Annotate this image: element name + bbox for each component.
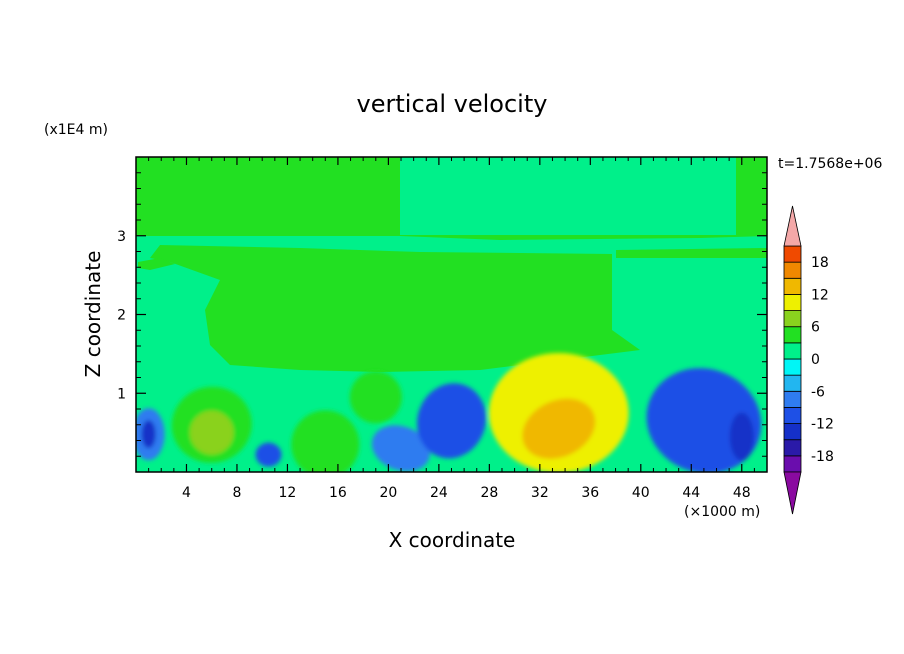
x-unit-label: (×1000 m) (684, 504, 760, 520)
x-tick-label: 4 (182, 485, 191, 501)
region-fill (400, 157, 736, 235)
region-fill (616, 248, 767, 258)
contour-blob (522, 398, 596, 459)
colorbar-swatch (783, 245, 802, 263)
x-tick-label: 28 (480, 485, 498, 501)
x-tick-label: 48 (733, 485, 751, 501)
y-tick-label: 1 (117, 386, 126, 402)
contour-field (136, 157, 767, 472)
colorbar-tick-label: 18 (811, 255, 829, 271)
colorbar-tick-label: 12 (811, 287, 829, 303)
x-axis-label: X coordinate (389, 528, 516, 552)
colorbar-tick-label: 6 (811, 320, 820, 336)
y-ticks: 1 2 3 (117, 172, 767, 457)
colorbar-swatch (783, 342, 802, 360)
colorbar-tick-label: -6 (811, 384, 825, 400)
colorbar-swatch (783, 390, 802, 408)
x-tick-label: 32 (531, 485, 549, 501)
y-axis-label: Z coordinate (81, 251, 105, 378)
colorbar-swatch (783, 294, 802, 311)
x-tick-label: 24 (430, 485, 448, 501)
x-tick-label: 36 (581, 485, 599, 501)
colorbar-swatch (783, 439, 802, 457)
x-tick-label: 8 (232, 485, 241, 501)
colorbar-swatch (783, 407, 802, 424)
region-fill (138, 258, 175, 270)
blobs (136, 352, 762, 472)
chart-title: vertical velocity (357, 90, 548, 118)
x-tick-label: 20 (379, 485, 397, 501)
colorbar-swatch (783, 374, 802, 392)
colorbar-swatch (783, 423, 802, 441)
y-tick-label: 3 (117, 229, 126, 245)
colorbar: -18 -12 -6 0 6 12 18 (783, 205, 834, 515)
colorbar-swatch (783, 277, 802, 295)
colorbar-swatch (783, 326, 802, 344)
contour-blob (371, 425, 431, 472)
contour-blob (729, 412, 754, 461)
contour-blob (141, 420, 156, 449)
contour-blob (255, 442, 282, 467)
y-unit-label: (x1E4 m) (44, 122, 108, 138)
colorbar-tick-label: -18 (811, 449, 834, 465)
colorbar-under-arrow (783, 471, 802, 515)
x-tick-label: 40 (632, 485, 650, 501)
x-tick-label: 16 (329, 485, 347, 501)
x-tick-label: 12 (279, 485, 297, 501)
colorbar-tick-label: 0 (811, 352, 820, 368)
x-ticks: 4 8 12 16 20 24 28 32 36 40 44 48 (148, 157, 755, 501)
colorbar-swatch (783, 261, 802, 279)
contour-blob (349, 371, 402, 424)
colorbar-over-arrow (783, 205, 802, 247)
contour-blob (189, 410, 234, 455)
x-tick-label: 44 (682, 485, 700, 501)
y-tick-label: 2 (117, 308, 126, 324)
colorbar-swatch (783, 455, 802, 473)
time-label: t=1.7568e+06 (778, 156, 882, 172)
contour-blob (291, 410, 360, 472)
colorbar-swatch (783, 310, 802, 328)
colorbar-tick-label: -12 (811, 417, 834, 433)
region-fill (150, 245, 640, 372)
colorbar-swatch (783, 358, 802, 376)
contour-blob (417, 383, 486, 459)
